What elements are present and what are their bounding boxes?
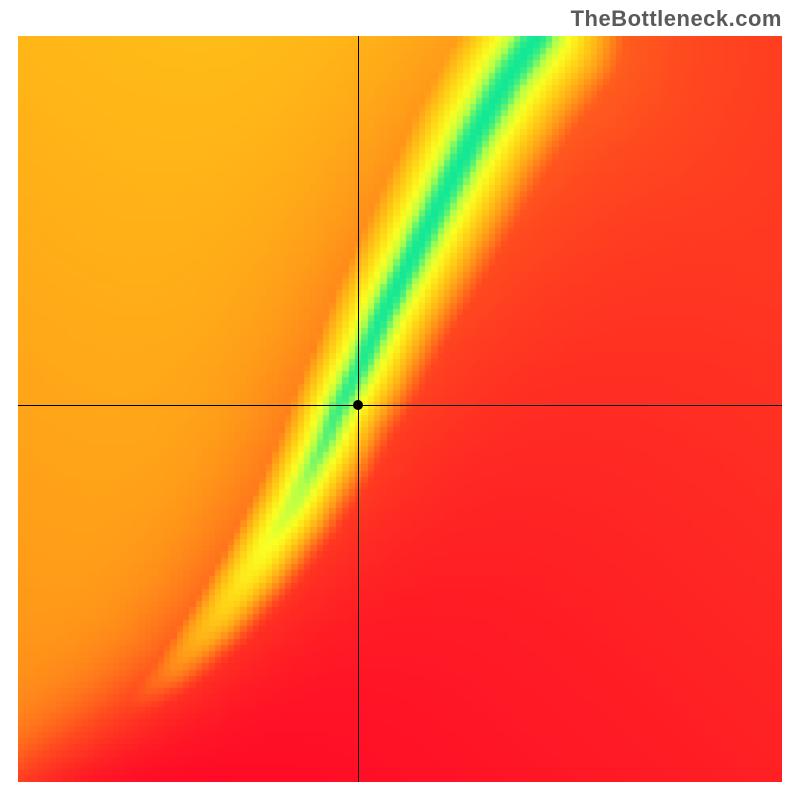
crosshair-horizontal [18, 405, 782, 406]
heatmap-canvas [18, 36, 782, 782]
watermark-text: TheBottleneck.com [571, 6, 782, 32]
bottleneck-heatmap [18, 36, 782, 782]
